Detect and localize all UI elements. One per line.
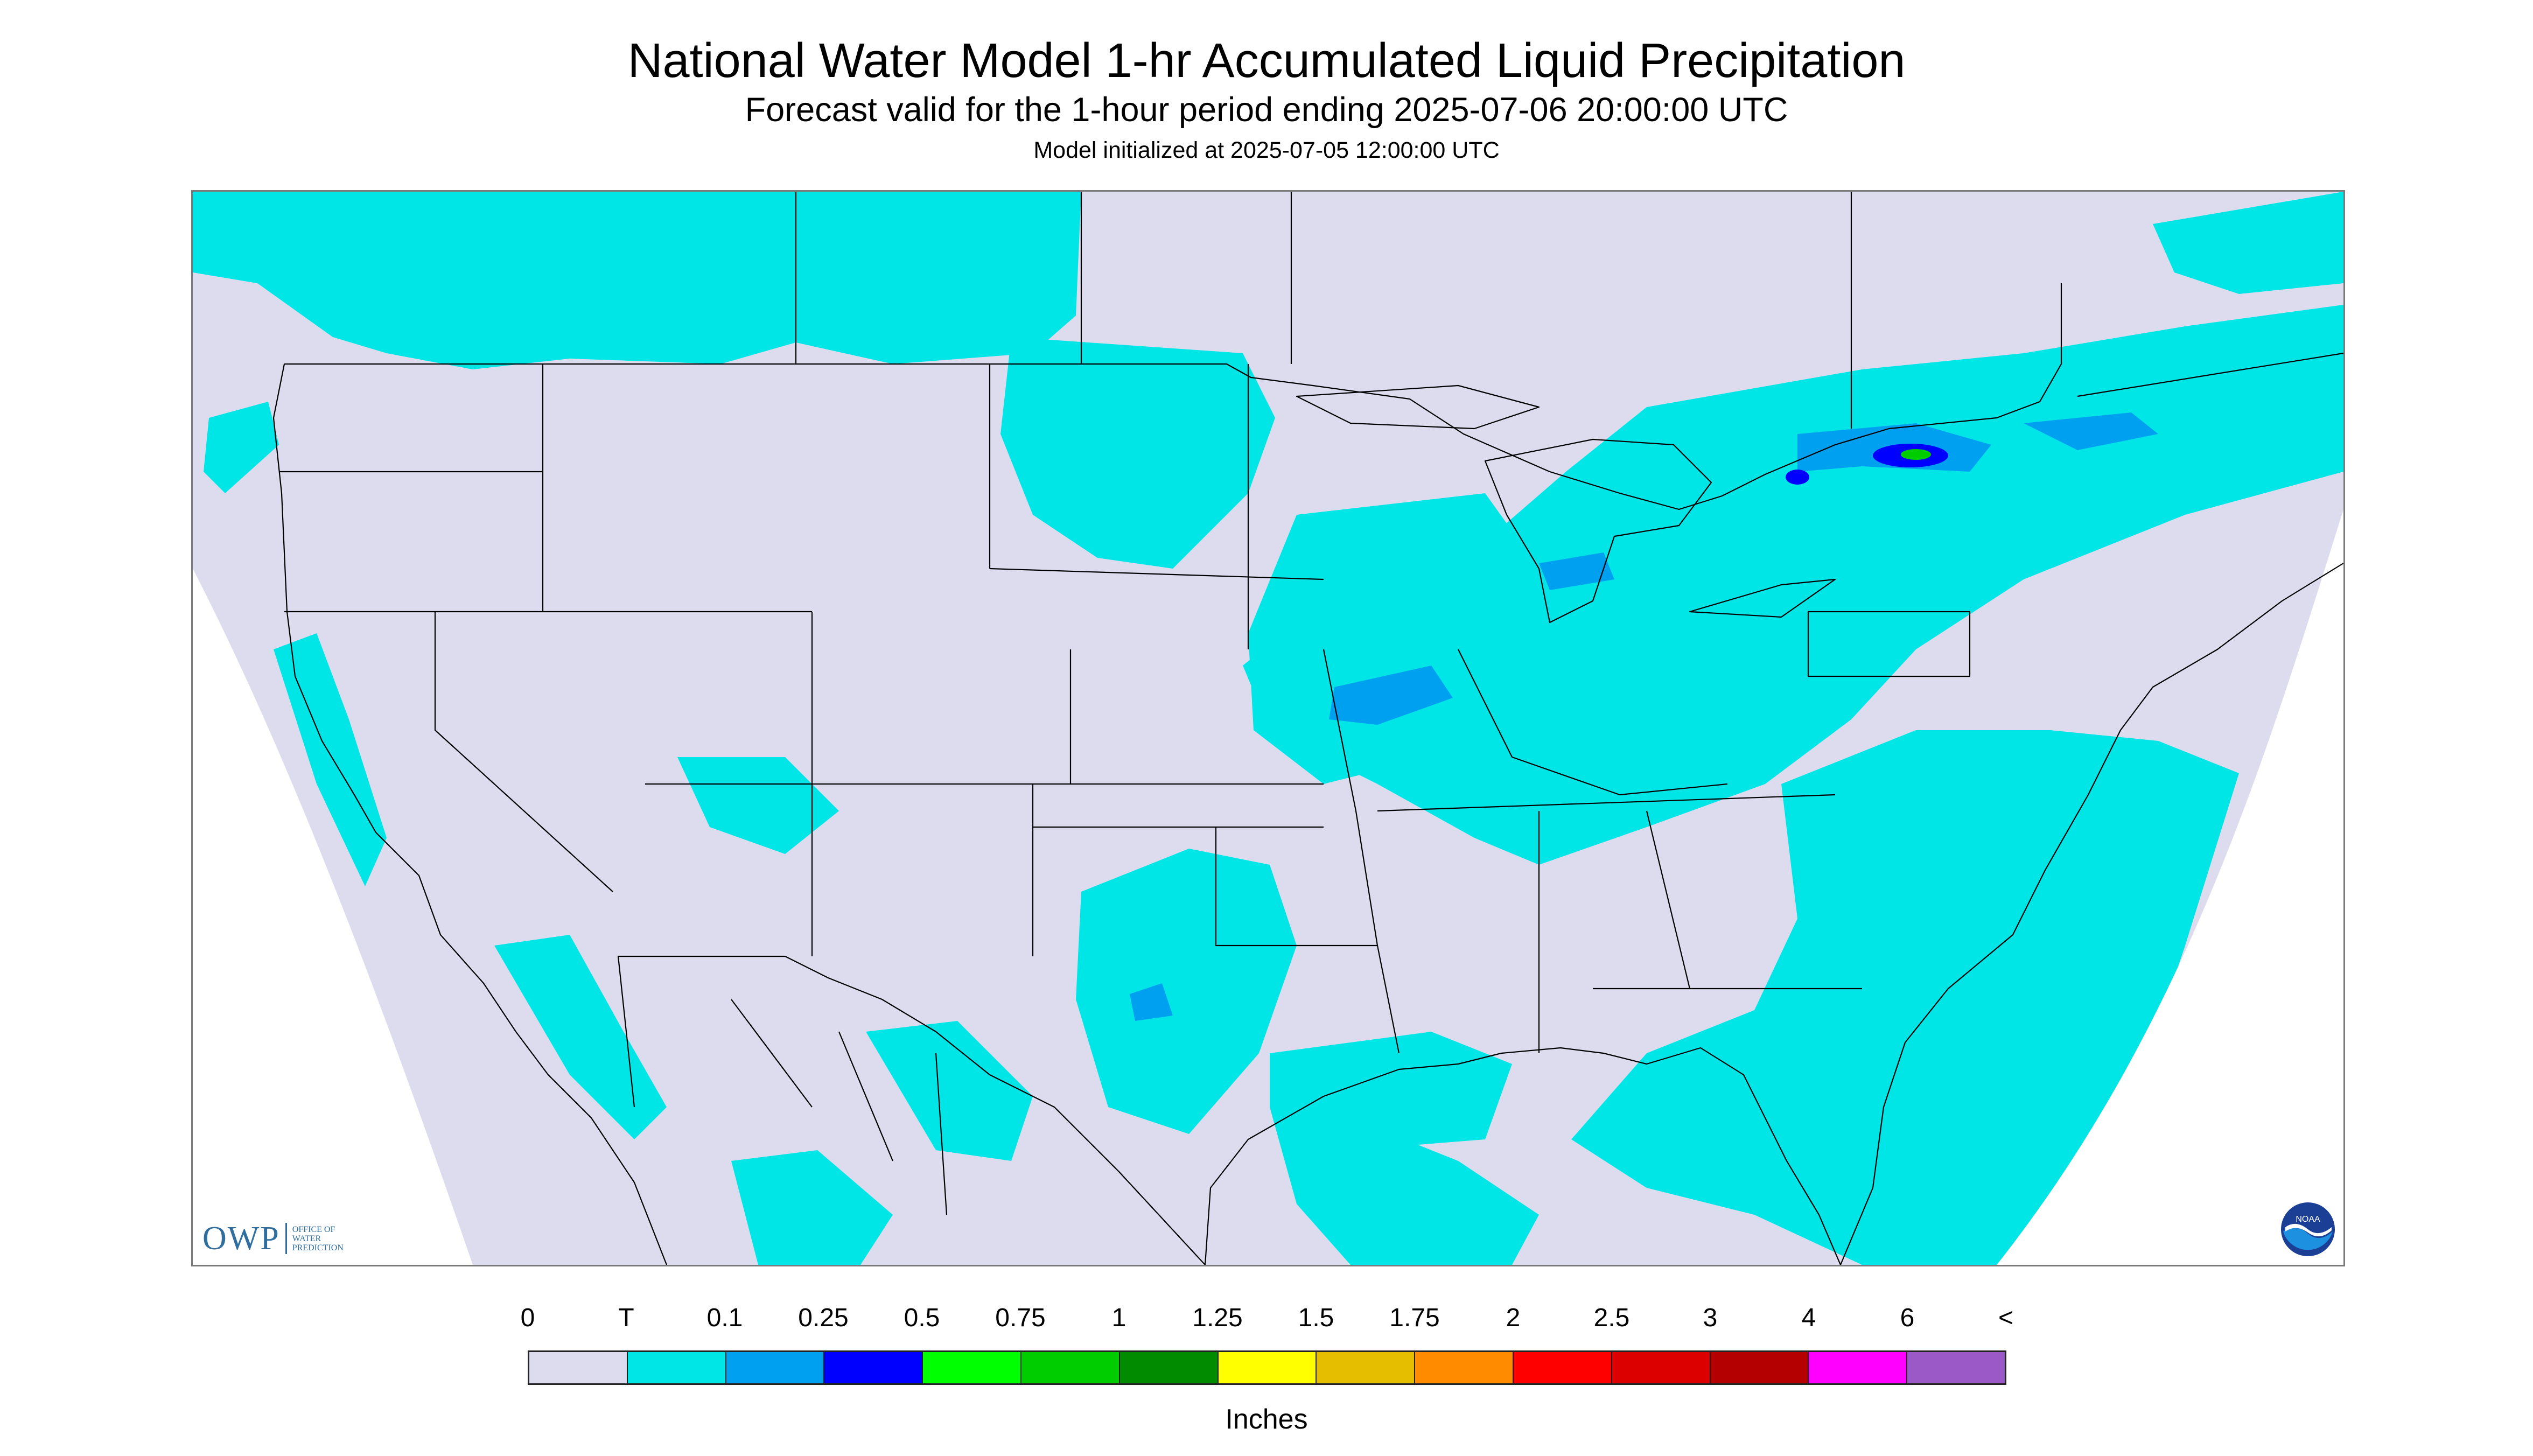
precip-moderate-lake-huron (1786, 470, 1809, 485)
legend-swatch (1317, 1352, 1416, 1383)
precip-trace-mexico-central (866, 1021, 1033, 1161)
noaa-logo: NOAA (2281, 1202, 2335, 1256)
legend-tick-labels: 0 T 0.1 0.25 0.5 0.75 1 1.25 1.5 1.75 2 … (0, 1303, 2533, 1341)
rio-grande-border (618, 955, 1206, 1265)
map-title: National Water Model 1-hr Accumulated Li… (627, 34, 1906, 88)
precip-trace-baja-coast (494, 935, 667, 1139)
state-line-mississippi (1323, 649, 1400, 1054)
legend-color-bar (528, 1350, 2006, 1385)
precip-light-texas (1130, 983, 1173, 1021)
legend-tick-label: T (618, 1304, 634, 1332)
mexico-state-lines (617, 956, 948, 1215)
legend-tick-label: < (1998, 1304, 2014, 1332)
legend-swatch (1612, 1352, 1711, 1383)
precip-trace-canada-north (2153, 192, 2343, 294)
legend-tick-label: 0.1 (706, 1304, 743, 1332)
legend-tick-label: 1.5 (1298, 1304, 1334, 1332)
precip-trace-mexico-west (731, 1150, 893, 1265)
legend-swatch (1513, 1352, 1612, 1383)
precip-trace-west-coast (274, 633, 387, 886)
legend-swatch (726, 1352, 825, 1383)
precip-trace-dakotas (1000, 337, 1275, 569)
legend-tick-label: 6 (1900, 1304, 1915, 1332)
lake-superior-outline (1296, 384, 1540, 430)
great-lakes-outline (1484, 438, 1712, 624)
legend-tick-label: 0.25 (798, 1304, 849, 1332)
state-line-ohio-river (1458, 649, 1728, 796)
legend-swatch (1809, 1352, 1908, 1383)
legend-swatch (1415, 1352, 1514, 1383)
legend-swatch (1021, 1352, 1120, 1383)
legend-swatch (1907, 1352, 2005, 1383)
owp-logo: OWP OFFICE OF WATER PREDICTION (202, 1220, 344, 1257)
precip-map: OWP OFFICE OF WATER PREDICTION NOAA (191, 190, 2345, 1266)
state-line-tn-south (1377, 794, 1836, 812)
boundaries (272, 192, 2343, 1265)
map-subtitle: Forecast valid for the 1-hour period end… (745, 91, 1788, 129)
precip-trace-pacific (204, 402, 279, 493)
atlantic-coastline (1839, 563, 2343, 1265)
legend-units-label: Inches (1225, 1404, 1308, 1435)
us-canada-border (284, 283, 2062, 510)
map-canvas (193, 192, 2343, 1265)
state-line-pa-ny (1807, 611, 1971, 677)
legend-swatch (923, 1352, 1021, 1383)
gulf-coastline (1204, 1047, 1842, 1265)
legend-swatch (627, 1352, 726, 1383)
precip-trace-upper-midwest (1248, 493, 1539, 784)
legend-tick-label: 2 (1506, 1304, 1521, 1332)
canada-province-lines (795, 192, 2343, 429)
precip-light-quebec (2024, 412, 2158, 450)
legend-swatch (824, 1352, 923, 1383)
legend-tick-label: 3 (1703, 1304, 1718, 1332)
owp-logo-line: OFFICE OF (292, 1224, 335, 1234)
precip-trace-new-mexico (677, 757, 839, 854)
legend-tick-label: 1 (1111, 1304, 1126, 1332)
precip-trace-canada-west (193, 192, 1081, 369)
legend-tick-label: 1.25 (1192, 1304, 1243, 1332)
noaa-logo-text: NOAA (2296, 1215, 2320, 1224)
lake-erie-outline (1689, 578, 1836, 618)
legend-swatch (1710, 1352, 1809, 1383)
owp-logo-text: OFFICE OF WATER PREDICTION (292, 1225, 344, 1252)
init-time-note: Model initialized at 2025-07-05 12:00:00… (1033, 137, 1500, 163)
legend-swatch (1218, 1352, 1317, 1383)
legend-swatch (529, 1352, 628, 1383)
precip-heavy-ontario (1901, 449, 1931, 460)
legend-swatch (1119, 1352, 1219, 1383)
owp-logo-divider (285, 1223, 287, 1254)
legend-tick-label: 0 (520, 1304, 535, 1332)
precip-light-iowa (1329, 666, 1453, 725)
legend-tick-label: 2.5 (1593, 1304, 1630, 1332)
legend-tick-label: 0.5 (904, 1304, 940, 1332)
pacific-coastline (272, 363, 668, 1265)
legend-tick-label: 4 (1801, 1304, 1816, 1332)
state-line-ca-nv (434, 612, 613, 892)
owp-logo-line: PREDICTION (292, 1243, 344, 1252)
state-line-ne-ks (989, 568, 1324, 580)
state-line-al-ga (1646, 810, 1691, 989)
legend-tick-label: 1.75 (1389, 1304, 1440, 1332)
precip-light-michigan (1539, 552, 1614, 590)
owp-logo-mark: OWP (202, 1220, 280, 1257)
precip-trace-texas (1076, 849, 1297, 1134)
precip-trace-gulf-of-mexico (1270, 1107, 1539, 1265)
legend-tick-label: 0.75 (995, 1304, 1046, 1332)
state-line-ar-la (1215, 827, 1377, 947)
precip-trace-southeast (1571, 730, 2239, 1265)
owp-logo-line: WATER (292, 1234, 321, 1243)
